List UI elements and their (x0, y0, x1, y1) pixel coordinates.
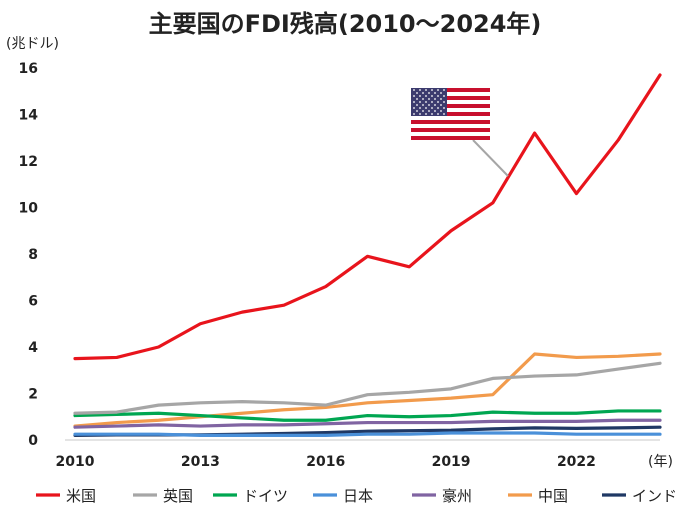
us-flag-icon (411, 88, 490, 140)
y-tick-labels: 0 2 4 6 8 10 12 14 16 (19, 61, 39, 449)
chart-title: 主要国のFDI残高(2010〜2024年) (149, 10, 542, 38)
x-tick-label: 2010 (56, 454, 95, 470)
x-tick-labels: 2010 2013 2016 2019 2022 (56, 454, 596, 470)
y-axis-unit: (兆ドル) (6, 36, 59, 52)
y-tick-label: 4 (28, 340, 38, 356)
y-tick-label: 10 (19, 201, 39, 217)
series-line (73, 418, 662, 429)
series-line (73, 409, 662, 422)
series-lines (73, 73, 662, 437)
series-line (73, 431, 662, 437)
x-tick-label: 2019 (432, 454, 471, 470)
legend-label: 英国 (163, 487, 193, 505)
y-tick-label: 8 (28, 247, 38, 263)
series-line (73, 352, 662, 428)
x-tick-label: 2016 (306, 454, 345, 470)
y-tick-label: 0 (28, 433, 38, 449)
annotation-pointer-line (472, 139, 509, 177)
legend-label: インド (632, 487, 677, 505)
x-tick-label: 2013 (181, 454, 220, 470)
y-tick-label: 14 (19, 108, 39, 124)
x-tick-label: 2022 (557, 454, 596, 470)
legend-label: 中国 (538, 487, 568, 505)
y-tick-label: 6 (28, 294, 38, 310)
x-axis-unit: (年) (648, 454, 673, 470)
legend-label: 米国 (66, 487, 96, 505)
legend-label: 豪州 (442, 487, 472, 505)
legend-label: ドイツ (243, 487, 288, 505)
legend: 米国 英国 ドイツ 日本 豪州 中国 インド (36, 487, 677, 505)
y-tick-label: 2 (28, 387, 38, 403)
series-line (73, 73, 662, 361)
y-tick-label: 16 (19, 61, 38, 77)
y-tick-label: 12 (19, 154, 38, 170)
legend-label: 日本 (343, 487, 373, 505)
series-line (73, 361, 662, 415)
